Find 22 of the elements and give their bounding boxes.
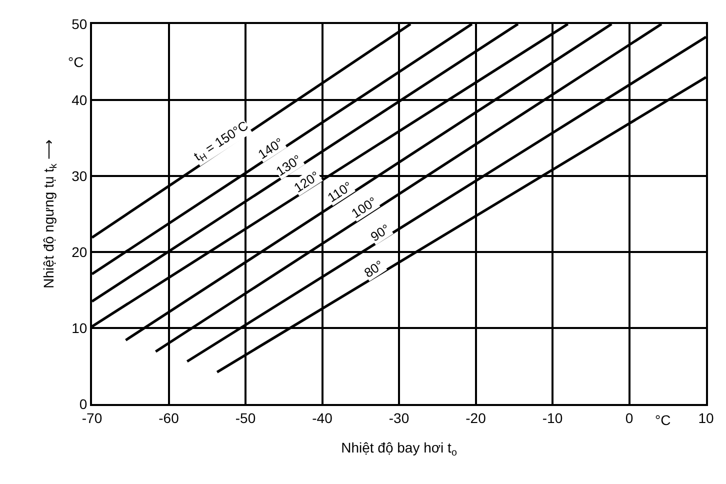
y-tick-label: 50 bbox=[72, 16, 88, 32]
text: 80° bbox=[361, 257, 386, 281]
x-tick-label: -40 bbox=[312, 410, 333, 426]
y-tick-label: 10 bbox=[72, 320, 88, 336]
text: 90° bbox=[368, 221, 392, 244]
y-tick-label: 0 bbox=[79, 396, 88, 412]
x-tick-label: 0 bbox=[625, 410, 634, 426]
text: °C bbox=[655, 412, 671, 428]
text: °C bbox=[68, 54, 84, 70]
x-tick-label: -10 bbox=[542, 410, 563, 426]
x-axis-title: Nhiệt độ bay hơi t$_{o}$ bbox=[341, 440, 458, 459]
x-tick-label: -30 bbox=[388, 410, 410, 426]
y-tick-label: 30 bbox=[72, 168, 88, 184]
text: 100° bbox=[348, 194, 380, 222]
x-tick-label: -20 bbox=[466, 410, 486, 426]
y-tick-label: 40 bbox=[72, 92, 88, 108]
x-tick-label: -60 bbox=[158, 410, 180, 426]
x-tick-label: -70 bbox=[82, 410, 102, 426]
x-tick-label: 10 bbox=[698, 410, 714, 426]
x-tick-label: -50 bbox=[235, 410, 256, 426]
text: 110° bbox=[324, 178, 355, 206]
y-tick-label: 20 bbox=[72, 244, 88, 260]
